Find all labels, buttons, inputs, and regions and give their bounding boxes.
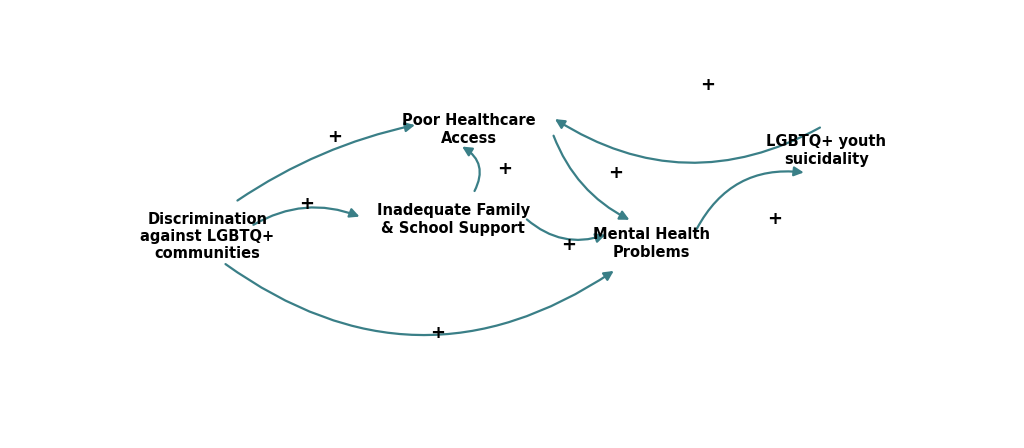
FancyArrowPatch shape [527, 220, 603, 241]
Text: +: + [767, 211, 782, 228]
Text: +: + [498, 160, 512, 178]
FancyArrowPatch shape [238, 123, 413, 201]
Text: Poor Healthcare
Access: Poor Healthcare Access [402, 113, 536, 146]
Text: +: + [699, 76, 715, 94]
FancyArrowPatch shape [557, 121, 820, 163]
Text: LGBTQ+ youth
suicidality: LGBTQ+ youth suicidality [766, 134, 887, 167]
Text: Discrimination
against LGBTQ+
communities: Discrimination against LGBTQ+ communitie… [140, 212, 274, 262]
FancyArrowPatch shape [696, 168, 802, 229]
Text: Mental Health
Problems: Mental Health Problems [593, 227, 711, 260]
Text: +: + [430, 324, 445, 342]
FancyArrowPatch shape [225, 264, 611, 335]
Text: +: + [327, 128, 342, 146]
FancyArrowPatch shape [253, 207, 357, 225]
Text: +: + [608, 164, 624, 182]
Text: +: + [561, 236, 575, 254]
Text: Inadequate Family
& School Support: Inadequate Family & School Support [377, 203, 530, 236]
FancyArrowPatch shape [554, 136, 628, 219]
Text: +: + [299, 195, 314, 213]
FancyArrowPatch shape [464, 148, 480, 191]
